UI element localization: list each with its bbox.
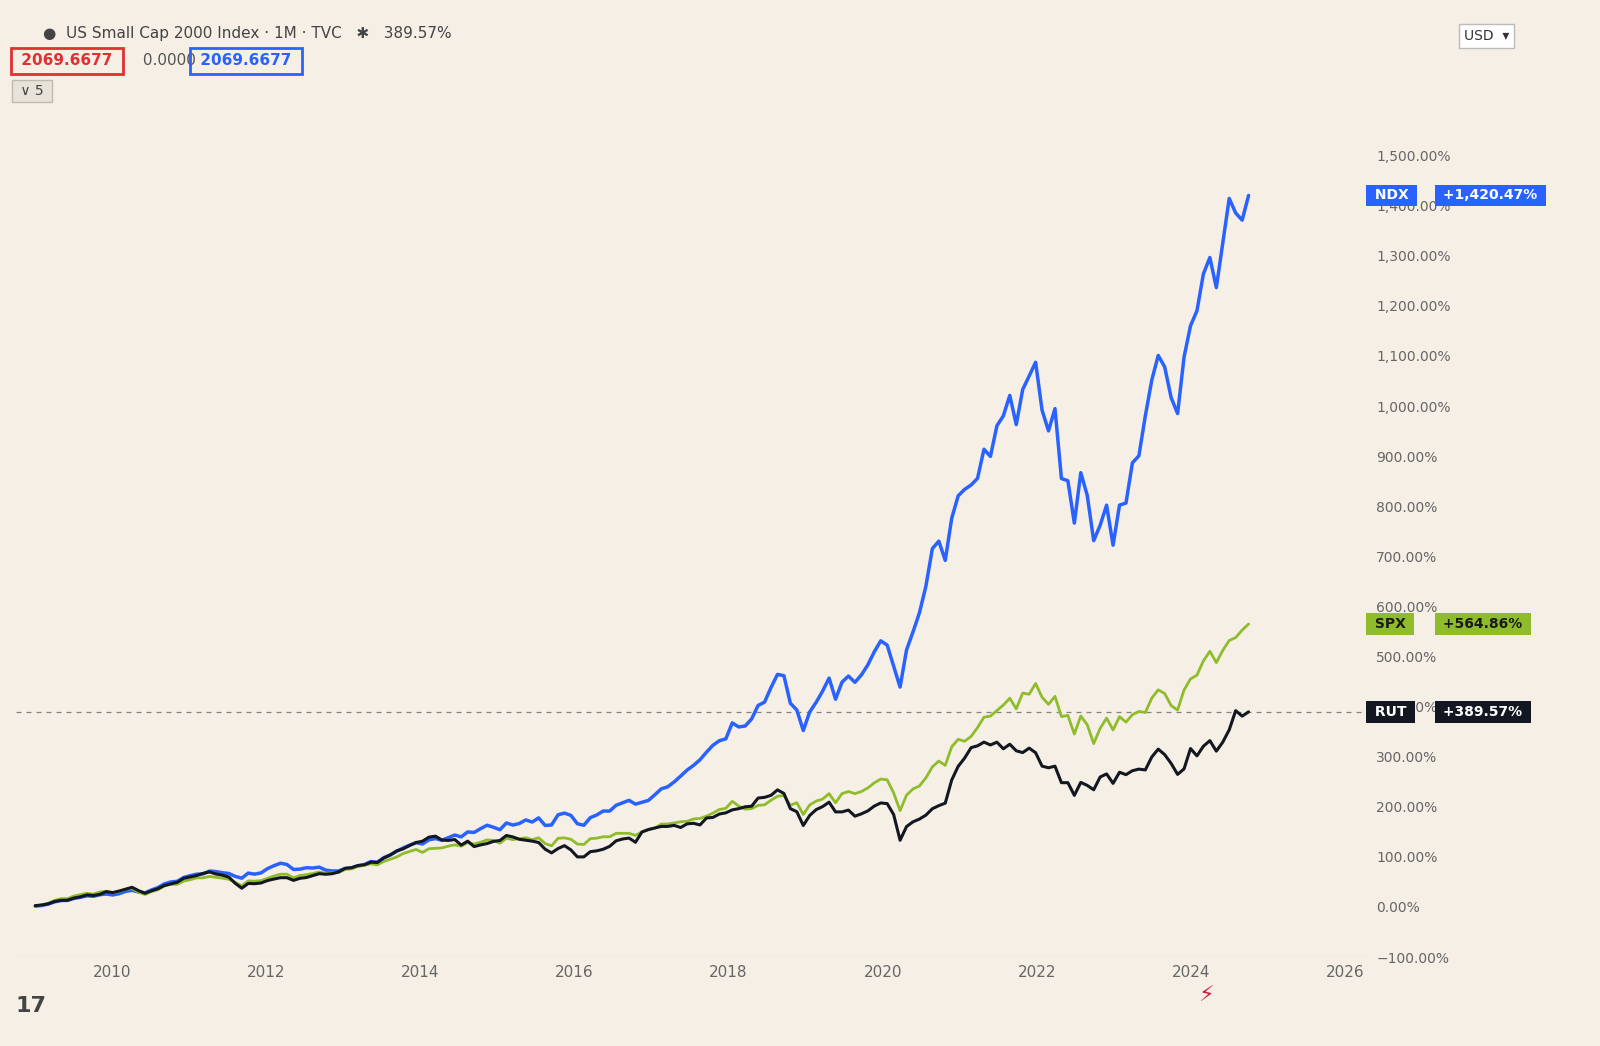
Text: ●  US Small Cap 2000 Index · 1M · TVC   ✱   389.57%: ● US Small Cap 2000 Index · 1M · TVC ✱ 3… <box>43 26 451 41</box>
Text: 17: 17 <box>16 996 46 1017</box>
Text: 2069.6677: 2069.6677 <box>195 53 298 68</box>
Text: 0.0000: 0.0000 <box>138 53 200 68</box>
Text: RUT: RUT <box>1370 705 1411 719</box>
Text: +389.57%: +389.57% <box>1438 705 1528 719</box>
Text: ⚡: ⚡ <box>1198 985 1214 1006</box>
Text: NDX: NDX <box>1370 188 1413 203</box>
Text: USD  ▾: USD ▾ <box>1464 29 1509 43</box>
Text: 2069.6677: 2069.6677 <box>16 53 118 68</box>
Text: ∨ 5: ∨ 5 <box>16 84 48 98</box>
Text: SPX: SPX <box>1370 617 1410 631</box>
Text: +564.86%: +564.86% <box>1438 617 1528 631</box>
Text: +1,420.47%: +1,420.47% <box>1438 188 1542 203</box>
